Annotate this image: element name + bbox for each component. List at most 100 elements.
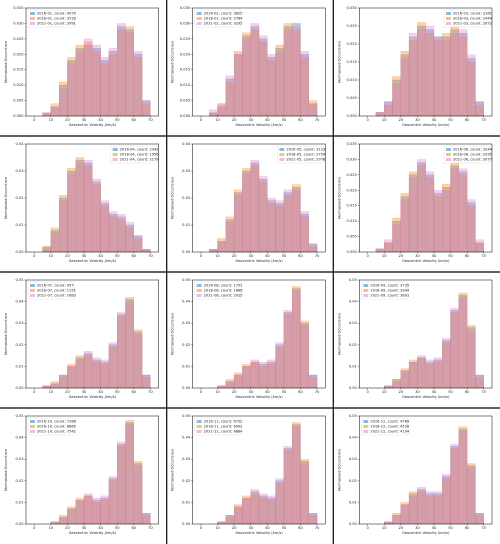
hist-bar: [267, 197, 276, 253]
legend-swatch: [30, 12, 35, 15]
hist-bar: [108, 211, 118, 253]
x-tick-label: 50: [448, 390, 453, 394]
hist-bar: [67, 173, 76, 253]
plot-frame: [25, 7, 159, 117]
hist-bar: [92, 357, 101, 389]
legend-swatch: [446, 158, 451, 161]
histogram-panel: 0.00 0.01 0.02 0.03 0.04 0.05 0 10 20 30 40 50 60 70 G…: [337, 278, 493, 399]
hist-bar: [133, 235, 143, 253]
y-tick-label: 0.00: [349, 386, 358, 390]
y-tick-label: 0.00: [182, 522, 191, 526]
x-axis-label: Geocentric Velocity (km/s): [69, 123, 117, 127]
legend-swatch: [196, 12, 202, 15]
legend-swatch: [363, 420, 369, 423]
hist-bar: [125, 222, 134, 253]
hist-bar: [100, 495, 110, 525]
x-tick-label: 20: [399, 118, 404, 122]
hist-bar: [450, 33, 459, 117]
x-tick-label: 10: [49, 254, 54, 258]
y-tick-label: 0.000: [13, 114, 24, 118]
hist-bar: [217, 521, 226, 525]
hist-bar: [267, 54, 276, 117]
legend-label: 2016-03, count: 3161: [453, 12, 492, 16]
hist-bar: [42, 385, 52, 389]
hist-bar: [475, 101, 484, 117]
hist-bar: [275, 51, 285, 117]
x-axis-label: Geocentric Velocity (km/s): [235, 259, 283, 263]
histogram-panel: 0.00 0.01 0.02 0.03 0.04 0 10 20 30 40 50 60 70 Geoce…: [171, 142, 326, 263]
hist-bar: [125, 301, 134, 389]
hist-bar: [475, 513, 484, 525]
y-axis-label: Normalized Occurrence: [337, 176, 341, 219]
x-axis-label: Geocentric Velocity (km/s): [69, 531, 117, 535]
legend-label: 2016-02, count: 3825: [204, 12, 243, 16]
legend-label: 2018-01, count: 3533: [37, 17, 76, 21]
hist-bar: [258, 361, 268, 389]
hist-bar: [458, 168, 468, 253]
hist-bar: [384, 385, 393, 389]
y-axis-label: Normalized Occurrence: [171, 448, 175, 491]
y-tick-label: 0.02: [349, 343, 357, 347]
y-tick-label: 0.03: [349, 321, 357, 325]
hist-bar: [50, 521, 60, 525]
x-tick-label: 60: [132, 526, 137, 530]
hist-bar: [258, 493, 268, 525]
x-tick-label: 20: [65, 526, 70, 530]
x-axis-label: Geocentric Velocity (km/s): [69, 395, 117, 399]
x-tick-label: 50: [448, 118, 453, 122]
hist-bar: [83, 38, 93, 117]
legend-label: 2018-04, count: 1956: [120, 153, 160, 157]
y-tick-label: 0.02: [349, 479, 357, 483]
x-tick-label: 60: [298, 526, 303, 530]
hist-bar: [75, 359, 85, 389]
legend-swatch: [112, 158, 118, 161]
hist-bar: [75, 51, 85, 117]
legend-swatch: [196, 284, 202, 287]
legend-label: 2016-10, count: 7266: [37, 420, 77, 424]
hist-bar: [375, 112, 385, 117]
x-tick-label: 50: [282, 526, 287, 530]
hist-bar: [384, 239, 393, 253]
x-tick-label: 30: [82, 390, 87, 394]
x-tick-label: 0: [366, 118, 369, 122]
x-tick-label: 50: [282, 254, 287, 258]
x-tick-label: 40: [98, 390, 103, 394]
hist-bar: [125, 32, 134, 117]
y-tick-label: 0.03: [15, 457, 23, 461]
x-tick-label: 40: [265, 254, 270, 258]
y-tick-label: 0.02: [182, 479, 190, 483]
y-tick-label: 0.03: [182, 169, 190, 173]
hist-bar: [292, 426, 301, 525]
x-tick-label: 60: [298, 390, 303, 394]
hist-bar: [392, 515, 401, 525]
y-tick-label: 0.01: [182, 500, 190, 504]
hist-bar: [141, 374, 151, 389]
hist-bar: [283, 29, 293, 117]
x-tick-label: 40: [98, 118, 103, 122]
hist-bar: [433, 357, 443, 389]
hist-bar: [450, 168, 459, 253]
hist-bar: [425, 491, 435, 525]
hist-bar: [408, 177, 418, 253]
x-tick-label: 40: [432, 254, 437, 258]
legend-label: 2016-09, count: 3735: [370, 284, 409, 288]
y-tick-label: 0.03: [15, 169, 23, 173]
plot-frame: [25, 415, 159, 525]
x-tick-label: 0: [366, 390, 369, 394]
x-tick-label: 0: [200, 390, 203, 394]
x-tick-label: 10: [382, 526, 387, 530]
hist-bar: [475, 374, 484, 389]
hist-bar: [400, 199, 410, 253]
legend-swatch: [279, 148, 285, 151]
hist-bar: [133, 51, 143, 117]
legend-swatch: [112, 148, 118, 151]
x-tick-label: 60: [132, 390, 137, 394]
plot-frame: [192, 279, 326, 389]
y-tick-label: 0.035: [180, 6, 190, 10]
y-tick-label: 0.015: [180, 68, 190, 72]
x-tick-label: 30: [82, 254, 87, 258]
